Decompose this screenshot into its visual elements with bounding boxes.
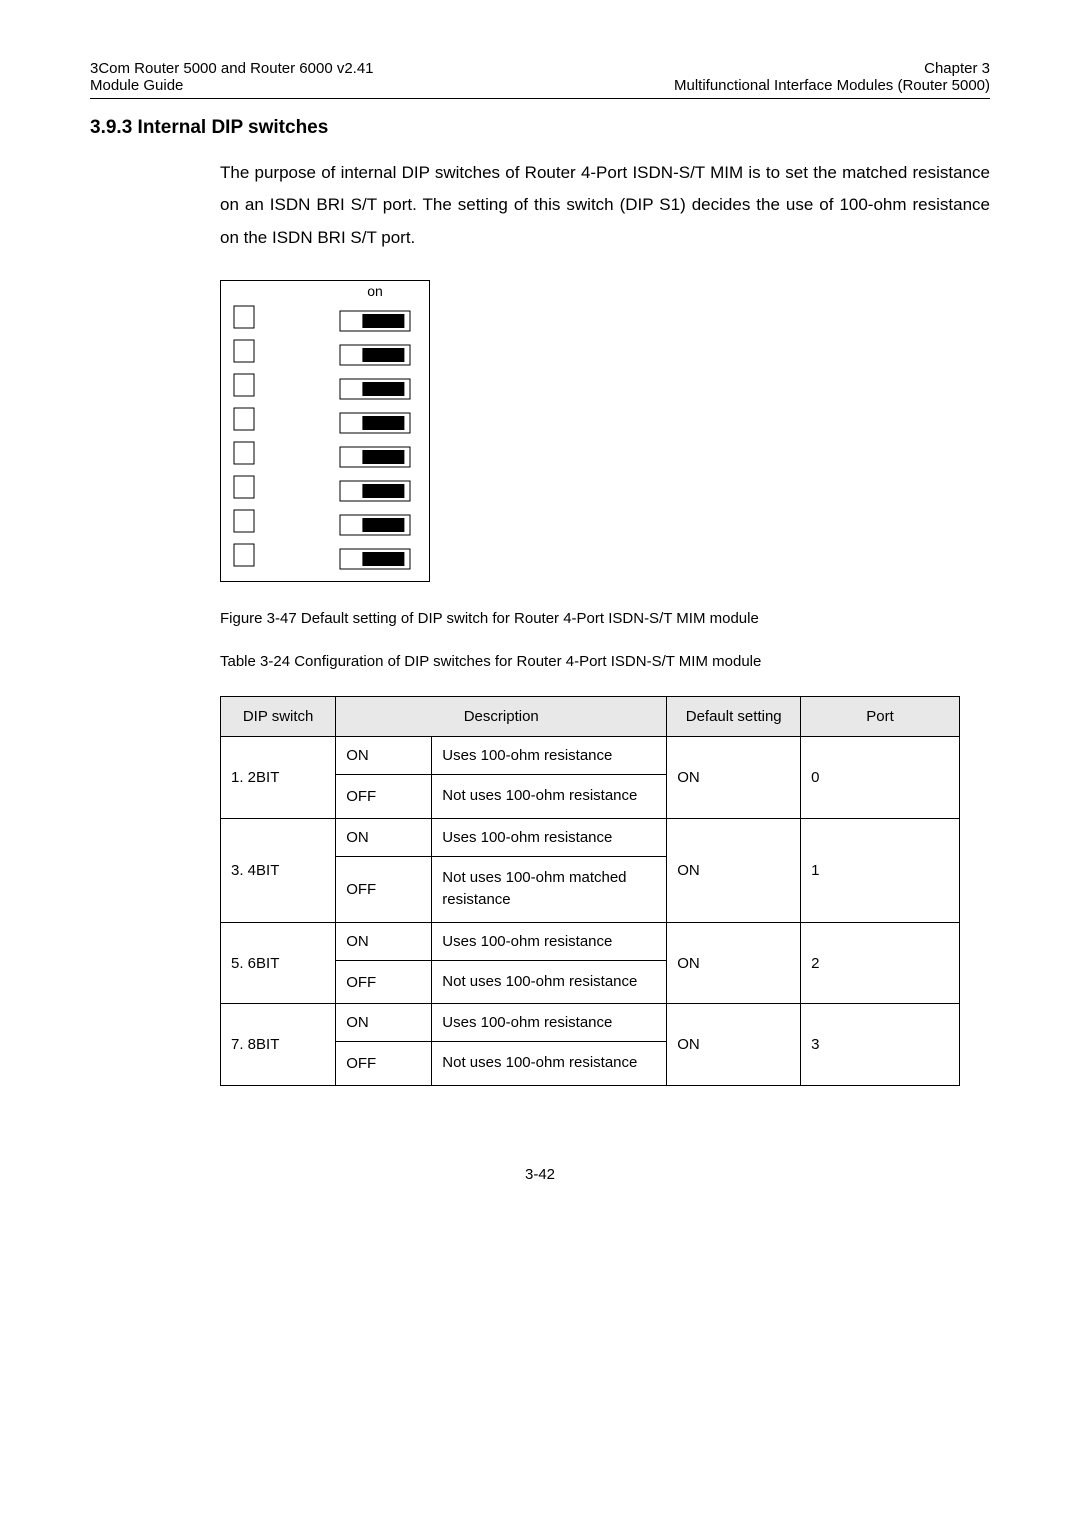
cell-desc-off: Not uses 100-ohm resistance: [432, 775, 667, 819]
header-rule: [90, 98, 990, 99]
cell-default: ON: [667, 922, 801, 1004]
cell-state-on: ON: [336, 922, 432, 960]
header-left-line2: Module Guide: [90, 77, 374, 94]
cell-desc-on: Uses 100-ohm resistance: [432, 922, 667, 960]
header-right: Chapter 3 Multifunctional Interface Modu…: [674, 60, 990, 94]
table-caption-text: Table 3-24 Configuration of DIP switches…: [220, 653, 761, 670]
dip-config-table: DIP switch Description Default setting P…: [220, 696, 960, 1086]
cell-state-on: ON: [336, 818, 432, 856]
cell-default: ON: [667, 818, 801, 922]
cell-dip: 3. 4BIT: [221, 818, 336, 922]
page-header: 3Com Router 5000 and Router 6000 v2.41 M…: [90, 60, 990, 98]
cell-dip: 7. 8BIT: [221, 1004, 336, 1086]
cell-state-off: OFF: [336, 1042, 432, 1086]
svg-text:on: on: [367, 283, 383, 299]
cell-desc-on: Uses 100-ohm resistance: [432, 737, 667, 775]
cell-port: 1: [801, 818, 960, 922]
cell-port: 0: [801, 737, 960, 819]
cell-default: ON: [667, 737, 801, 819]
figure-caption: Figure 3-47 Default setting of DIP switc…: [220, 610, 990, 627]
table-row: 5. 6BITONUses 100-ohm resistanceON2: [221, 922, 960, 960]
cell-port: 2: [801, 922, 960, 1004]
header-right-line1: Chapter 3: [674, 60, 990, 77]
table-header-row: DIP switch Description Default setting P…: [221, 696, 960, 737]
table-body: 1. 2BITONUses 100-ohm resistanceON0OFFNo…: [221, 737, 960, 1086]
page-root: 3Com Router 5000 and Router 6000 v2.41 M…: [0, 0, 1080, 1223]
table-head: DIP switch Description Default setting P…: [221, 696, 960, 737]
th-desc: Description: [336, 696, 667, 737]
cell-desc-off: Not uses 100-ohm matched resistance: [432, 856, 667, 922]
cell-state-off: OFF: [336, 960, 432, 1004]
table-caption: Table 3-24 Configuration of DIP switches…: [220, 653, 990, 670]
table-row: 1. 2BITONUses 100-ohm resistanceON0: [221, 737, 960, 775]
cell-dip: 5. 6BIT: [221, 922, 336, 1004]
cell-state-on: ON: [336, 1004, 432, 1042]
dip-svg: on12345678: [220, 280, 430, 582]
th-def: Default setting: [667, 696, 801, 737]
table-row: 7. 8BITONUses 100-ohm resistanceON3: [221, 1004, 960, 1042]
header-right-line2: Multifunctional Interface Modules (Route…: [674, 77, 990, 94]
page-footer: 3-42: [90, 1166, 990, 1183]
table-row: 3. 4BITONUses 100-ohm resistanceON1: [221, 818, 960, 856]
th-port: Port: [801, 696, 960, 737]
cell-port: 3: [801, 1004, 960, 1086]
cell-desc-on: Uses 100-ohm resistance: [432, 1004, 667, 1042]
th-dip: DIP switch: [221, 696, 336, 737]
th-def-text: Default setting: [686, 708, 782, 725]
header-left-line1: 3Com Router 5000 and Router 6000 v2.41: [90, 60, 374, 77]
dip-diagram: on12345678: [220, 280, 990, 582]
cell-state-on: ON: [336, 737, 432, 775]
cell-state-off: OFF: [336, 775, 432, 819]
header-left: 3Com Router 5000 and Router 6000 v2.41 M…: [90, 60, 374, 94]
cell-default: ON: [667, 1004, 801, 1086]
section-title: 3.9.3 Internal DIP switches: [90, 117, 990, 139]
cell-desc-on: Uses 100-ohm resistance: [432, 818, 667, 856]
body-paragraph: The purpose of internal DIP switches of …: [220, 157, 990, 254]
cell-desc-off: Not uses 100-ohm resistance: [432, 1042, 667, 1086]
cell-desc-off: Not uses 100-ohm resistance: [432, 960, 667, 1004]
cell-dip: 1. 2BIT: [221, 737, 336, 819]
figure-caption-text: Figure 3-47 Default setting of DIP switc…: [220, 610, 759, 627]
cell-state-off: OFF: [336, 856, 432, 922]
